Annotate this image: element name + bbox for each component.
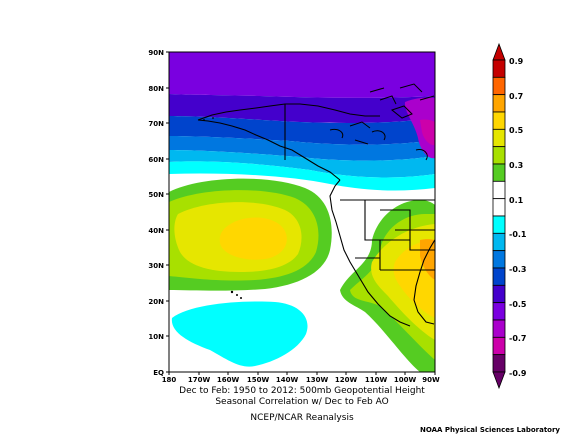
lat-label: 20N <box>148 298 164 306</box>
credit-label: NOAA Physical Sciences Laboratory <box>420 426 560 434</box>
colorbar-swatch <box>492 198 506 217</box>
lon-label: 180 <box>162 376 177 384</box>
colorbar-label: -0.3 <box>509 265 527 274</box>
lon-label: 130W <box>306 376 329 384</box>
colorbar-swatch <box>492 354 506 373</box>
lat-label: 10N <box>148 333 164 341</box>
colorbar-swatch <box>492 284 506 304</box>
lon-label: 140W <box>276 376 299 384</box>
colorbar-swatch <box>492 163 506 182</box>
lat-label: 60N <box>148 156 164 164</box>
lat-label: 30N <box>148 262 164 270</box>
lon-label: 90W <box>422 376 440 384</box>
colorbar-bottom-arrow <box>492 371 506 390</box>
colorbar-swatch <box>492 111 506 130</box>
colorbar-swatch <box>492 302 506 321</box>
colorbar-swatch <box>492 59 506 78</box>
lat-label: 50N <box>148 191 164 199</box>
lat-label: EQ <box>153 369 164 377</box>
map-frame <box>168 51 436 373</box>
lat-label: 70N <box>148 120 164 128</box>
caption-line-2: Seasonal Correlation w/ Dec to Feb AO <box>215 397 388 407</box>
colorbar-label: -0.9 <box>509 369 527 378</box>
lon-label: 120W <box>335 376 358 384</box>
caption-line-3: NCEP/NCAR Reanalysis <box>250 413 354 423</box>
colorbar-label: -0.5 <box>509 300 527 309</box>
colorbar-top-arrow <box>492 42 506 61</box>
lon-label: 100W <box>394 376 417 384</box>
colorbar-swatch <box>492 128 506 148</box>
lat-axis-labels: 90N 80N 70N 60N 50N 40N 30N 20N 10N EQ <box>148 49 164 377</box>
lon-label: 150W <box>247 376 270 384</box>
colorbar-swatch <box>492 180 506 200</box>
lon-label: 170W <box>188 376 211 384</box>
colorbar-swatch <box>492 146 506 165</box>
lat-label: 80N <box>148 85 164 93</box>
lat-label: 40N <box>148 227 164 235</box>
colorbar: 0.9 0.7 0.5 0.3 0.1 -0.1 -0.3 -0.5 -0.7 … <box>492 42 527 390</box>
caption-line-1: Dec to Feb: 1950 to 2012: 500mb Geopoten… <box>179 386 425 396</box>
colorbar-label: 0.7 <box>509 92 523 101</box>
colorbar-label: -0.7 <box>509 334 527 343</box>
colorbar-swatch <box>492 76 506 96</box>
colorbar-label: 0.9 <box>509 57 524 66</box>
lon-label: 110W <box>365 376 388 384</box>
colorbar-label: -0.1 <box>509 230 527 239</box>
lon-axis-labels: 180 170W 160W 150W 140W 130W 120W 110W 1… <box>162 376 440 384</box>
lat-label: 90N <box>148 49 164 57</box>
map-panel <box>169 52 435 372</box>
colorbar-swatch <box>492 267 506 286</box>
colorbar-swatch <box>492 215 506 234</box>
lon-label: 160W <box>217 376 240 384</box>
colorbar-swatch <box>492 250 506 269</box>
colorbar-swatch <box>492 336 506 356</box>
colorbar-label: 0.5 <box>509 126 524 135</box>
colorbar-swatch <box>492 232 506 252</box>
colorbar-swatch <box>492 94 506 113</box>
colorbar-label: 0.1 <box>509 196 524 205</box>
colorbar-label: 0.3 <box>509 161 523 170</box>
colorbar-swatch <box>492 319 506 338</box>
